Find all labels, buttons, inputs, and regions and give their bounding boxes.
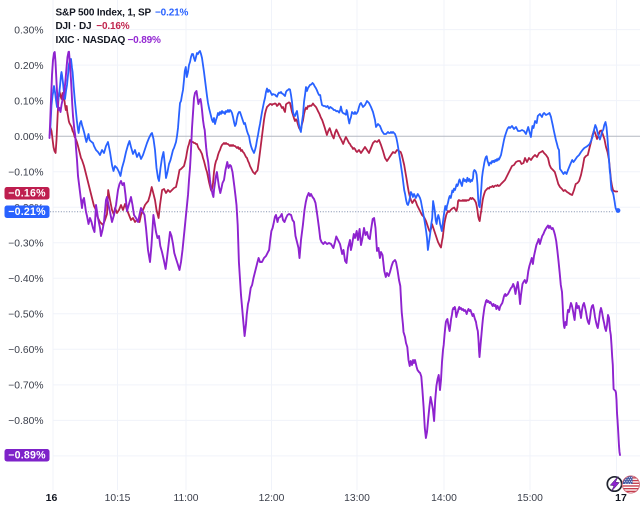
- svg-text:S&P 500 Index, 1, SP: S&P 500 Index, 1, SP: [56, 8, 152, 19]
- svg-text:12:00: 12:00: [259, 493, 285, 504]
- svg-text:10:15: 10:15: [105, 493, 131, 504]
- svg-text:−0.21%: −0.21%: [8, 206, 46, 218]
- svg-text:13:00: 13:00: [344, 493, 370, 504]
- svg-text:−0.16%: −0.16%: [96, 21, 130, 32]
- svg-text:0.30%: 0.30%: [14, 25, 43, 36]
- svg-text:−0.40%: −0.40%: [8, 274, 43, 285]
- svg-text:0.10%: 0.10%: [14, 96, 43, 107]
- svg-text:−0.60%: −0.60%: [8, 345, 43, 356]
- svg-text:DJI · DJ: DJI · DJ: [56, 21, 92, 32]
- svg-text:11:00: 11:00: [173, 493, 198, 504]
- svg-text:−0.80%: −0.80%: [8, 416, 43, 427]
- svg-text:16: 16: [46, 492, 58, 504]
- svg-text:−0.50%: −0.50%: [8, 310, 43, 321]
- svg-text:−0.10%: −0.10%: [8, 168, 43, 179]
- svg-text:14:00: 14:00: [431, 493, 457, 504]
- svg-text:IXIC · NASDAQ: IXIC · NASDAQ: [56, 35, 126, 46]
- svg-text:−0.30%: −0.30%: [8, 239, 43, 250]
- svg-text:17: 17: [615, 492, 627, 504]
- svg-text:0.00%: 0.00%: [14, 132, 43, 143]
- svg-text:−0.16%: −0.16%: [8, 188, 46, 200]
- svg-text:15:00: 15:00: [517, 493, 543, 504]
- svg-text:0.20%: 0.20%: [14, 61, 43, 72]
- svg-text:−0.21%: −0.21%: [155, 8, 189, 19]
- svg-text:−0.89%: −0.89%: [128, 35, 162, 46]
- svg-text:−0.70%: −0.70%: [8, 381, 43, 392]
- svg-text:−0.89%: −0.89%: [8, 450, 46, 462]
